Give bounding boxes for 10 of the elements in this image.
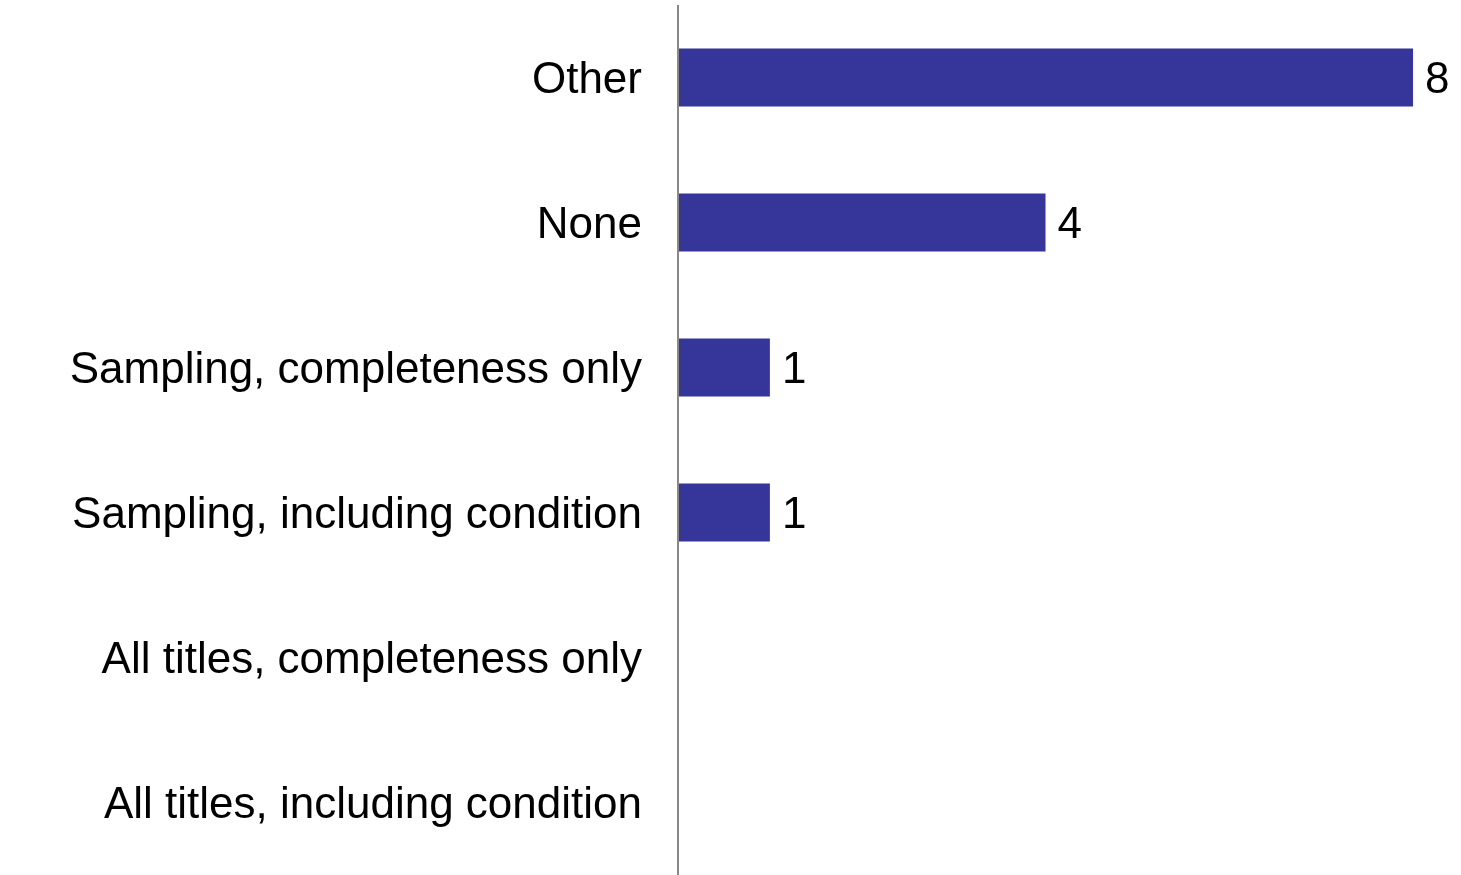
data-label: 8 [1425, 53, 1450, 103]
y-tick-label: Other [531, 53, 642, 103]
y-tick-label: None [536, 198, 642, 248]
data-label: 1 [781, 488, 807, 538]
y-tick-label: Sampling, including condition [72, 488, 642, 538]
data-label: 1 [781, 343, 807, 393]
data-label: 4 [1057, 198, 1082, 248]
y-tick-label: All titles, including condition [103, 778, 642, 828]
y-tick-label: All titles, completeness only [101, 633, 642, 683]
y-tick-label: Sampling, completeness only [69, 343, 642, 393]
